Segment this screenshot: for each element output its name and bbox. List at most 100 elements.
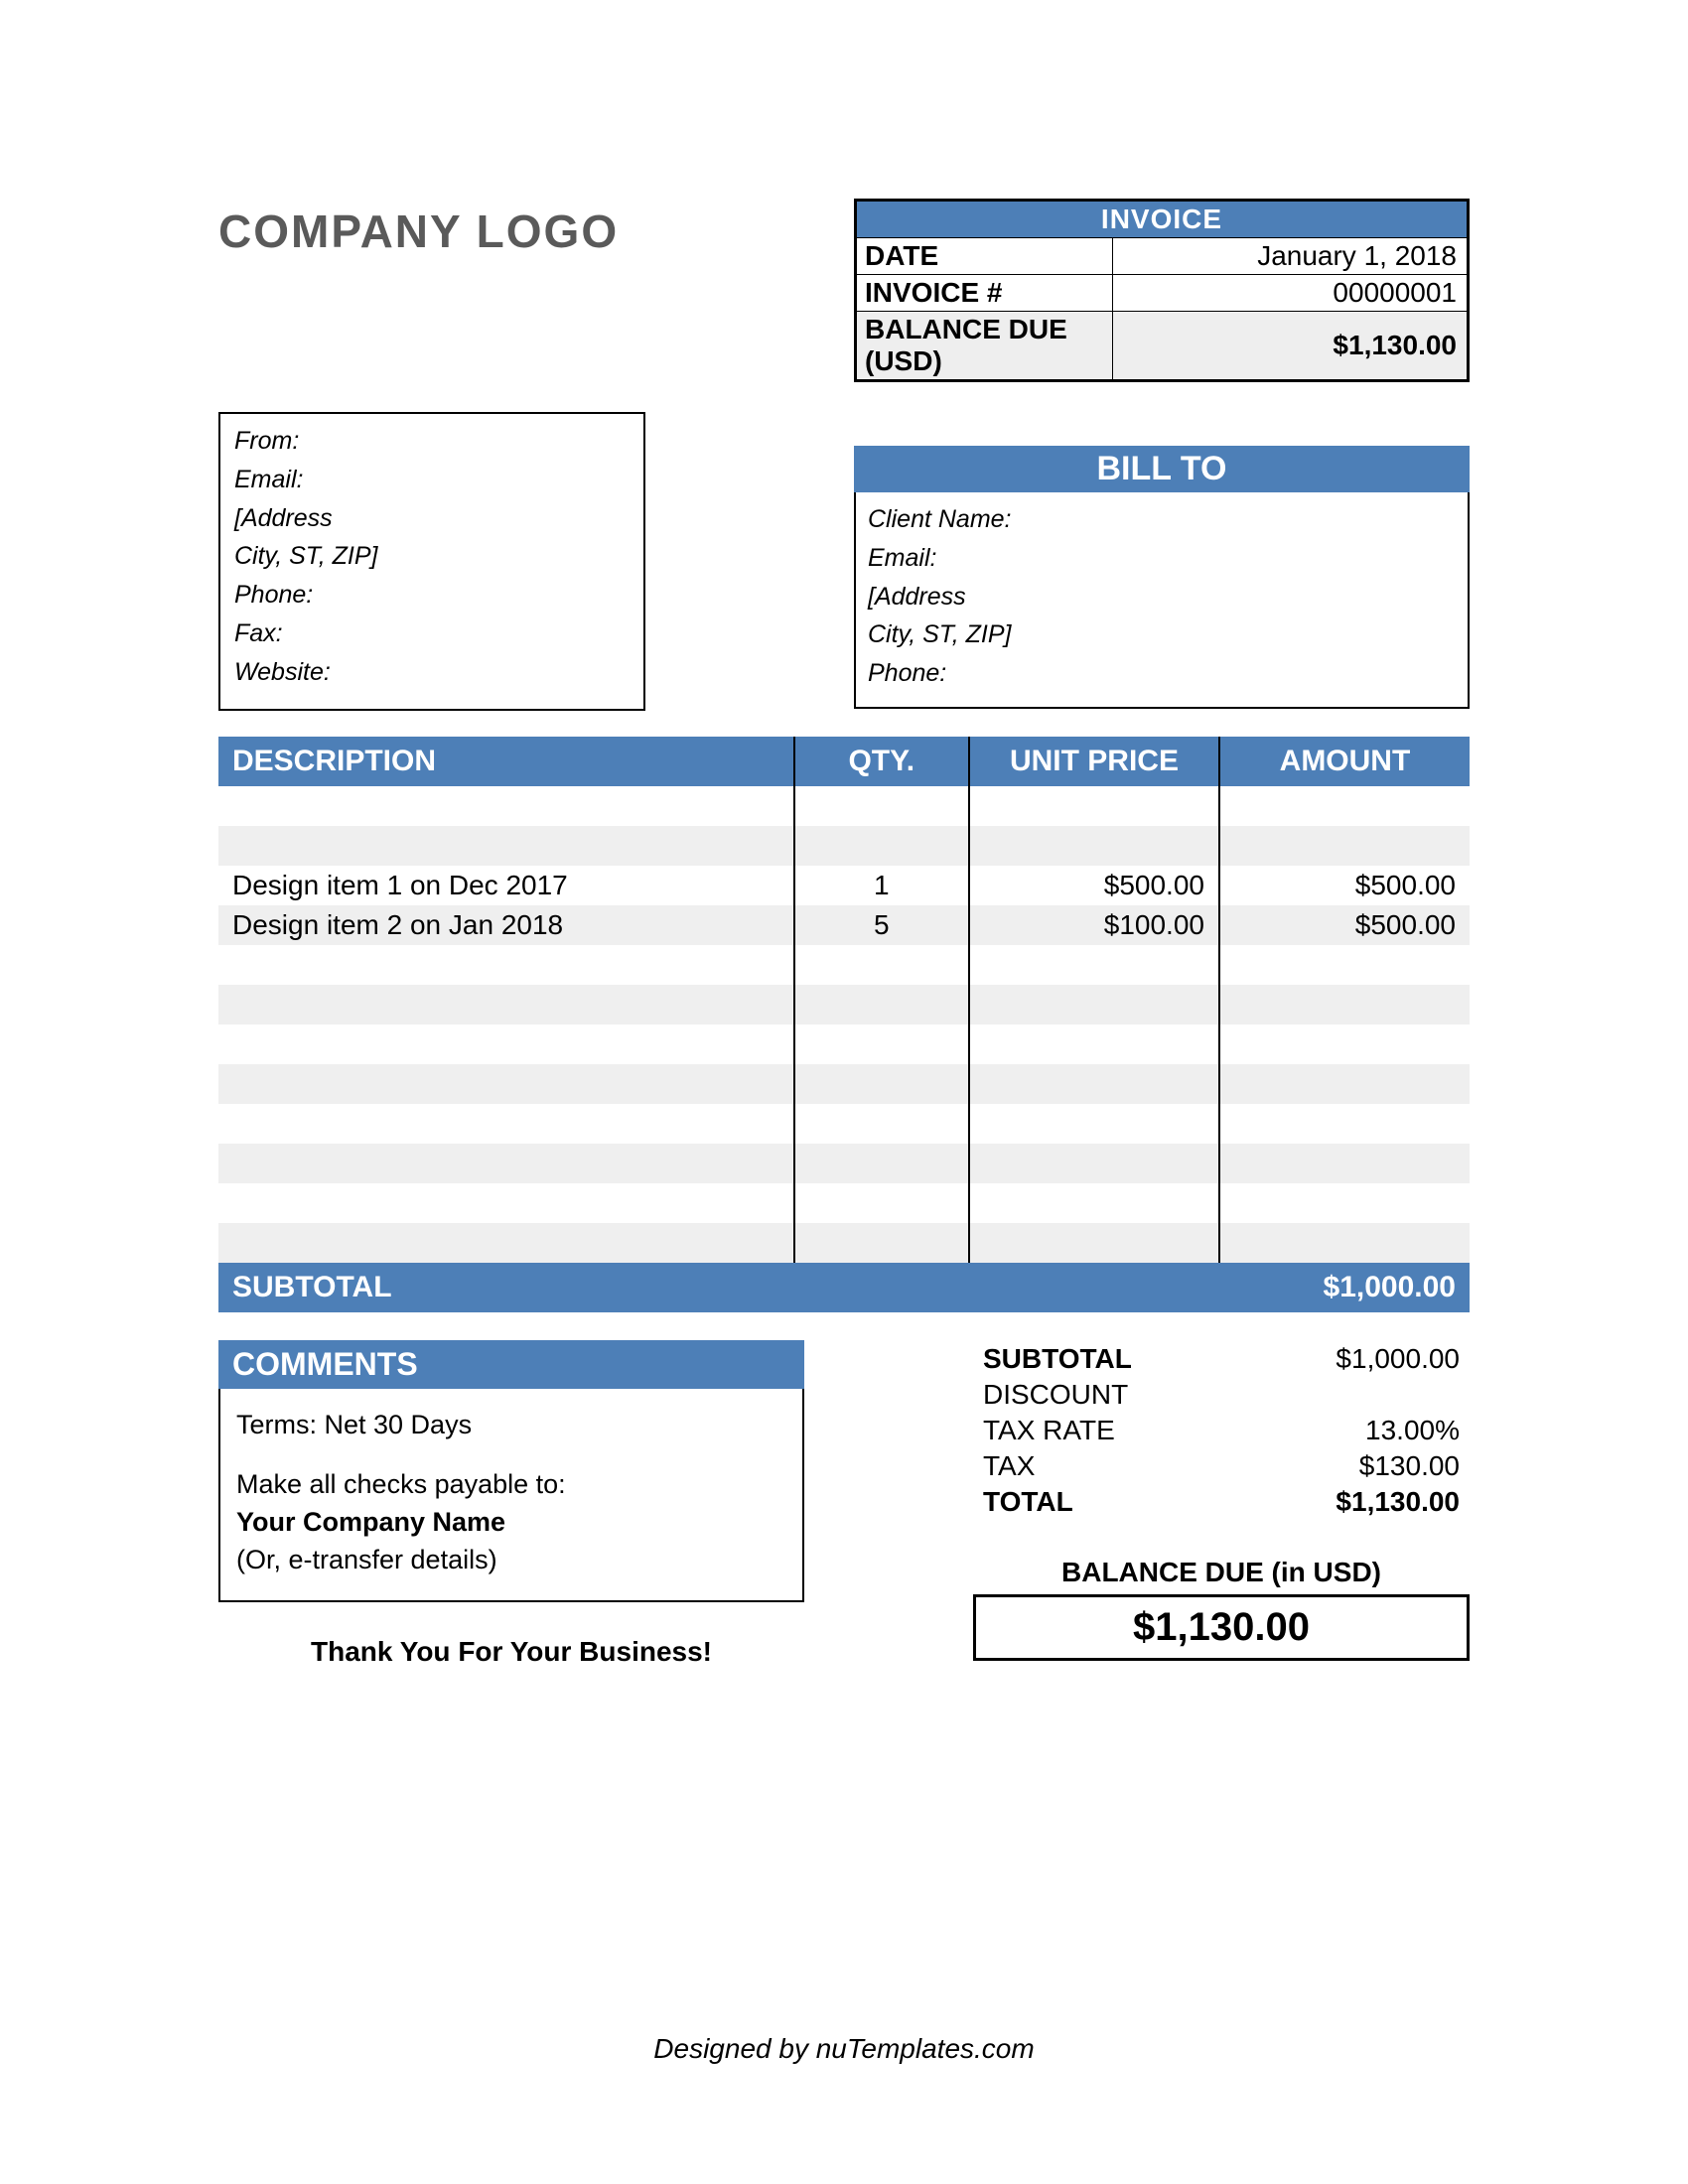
- cell-qty: [794, 826, 969, 866]
- totals-total-label: TOTAL: [975, 1485, 1240, 1519]
- billto-line: Email:: [868, 539, 1456, 578]
- totals-section: SUBTOTAL $1,000.00 DISCOUNT TAX RATE 13.…: [973, 1340, 1470, 1668]
- cell-amount: [1219, 1144, 1470, 1183]
- totals-subtotal-value: $1,000.00: [1242, 1342, 1468, 1376]
- totals-tax-label: TAX: [975, 1449, 1240, 1483]
- table-row: [218, 945, 1470, 985]
- cell-description: [218, 786, 794, 826]
- line-items-table: DESCRIPTION QTY. UNIT PRICE AMOUNT Desig…: [218, 737, 1470, 1312]
- cell-amount: $500.00: [1219, 905, 1470, 945]
- bill-to-title: BILL TO: [854, 446, 1470, 492]
- cell-amount: [1219, 945, 1470, 985]
- cell-qty: [794, 1064, 969, 1104]
- cell-unit-price: [969, 826, 1219, 866]
- items-subtotal-value: $1,000.00: [1219, 1263, 1470, 1312]
- cell-amount: [1219, 1064, 1470, 1104]
- cell-description: [218, 1064, 794, 1104]
- cell-qty: [794, 786, 969, 826]
- cell-description: [218, 945, 794, 985]
- cell-unit-price: [969, 1144, 1219, 1183]
- company-logo-text: COMPANY LOGO: [218, 199, 619, 382]
- cell-qty: [794, 1104, 969, 1144]
- totals-tax-value: $130.00: [1242, 1449, 1468, 1483]
- billto-line: Client Name:: [868, 500, 1456, 539]
- table-row: [218, 826, 1470, 866]
- cell-qty: [794, 1223, 969, 1263]
- cell-qty: [794, 945, 969, 985]
- col-qty: QTY.: [794, 737, 969, 786]
- cell-amount: [1219, 1024, 1470, 1064]
- billto-line: [Address: [868, 578, 1456, 616]
- cell-amount: [1219, 985, 1470, 1024]
- comments-title: COMMENTS: [218, 1340, 804, 1389]
- cell-qty: [794, 1183, 969, 1223]
- billto-line: Phone:: [868, 654, 1456, 693]
- from-line: Email:: [234, 461, 630, 499]
- from-box: From: Email: [Address City, ST, ZIP] Pho…: [218, 412, 645, 711]
- comments-payable-alt: (Or, e-transfer details): [236, 1542, 786, 1579]
- table-row: [218, 985, 1470, 1024]
- totals-subtotal-label: SUBTOTAL: [975, 1342, 1240, 1376]
- cell-unit-price: $500.00: [969, 866, 1219, 905]
- cell-amount: [1219, 1104, 1470, 1144]
- items-subtotal-label: SUBTOTAL: [218, 1263, 1219, 1312]
- cell-qty: 1: [794, 866, 969, 905]
- cell-amount: [1219, 1223, 1470, 1263]
- balance-due-label: BALANCE DUE (in USD): [973, 1557, 1470, 1588]
- meta-balance-label: BALANCE DUE (USD): [856, 312, 1113, 381]
- cell-amount: [1219, 1183, 1470, 1223]
- cell-description: Design item 1 on Dec 2017: [218, 866, 794, 905]
- mid-row: From: Email: [Address City, ST, ZIP] Pho…: [218, 412, 1470, 711]
- from-line: Phone:: [234, 576, 630, 614]
- cell-qty: [794, 1144, 969, 1183]
- cell-unit-price: [969, 945, 1219, 985]
- from-line: [Address: [234, 499, 630, 538]
- bill-to-box: BILL TO Client Name: Email: [Address Cit…: [854, 446, 1470, 711]
- cell-amount: $500.00: [1219, 866, 1470, 905]
- cell-description: [218, 1183, 794, 1223]
- totals-taxrate-value: 13.00%: [1242, 1414, 1468, 1447]
- comments-section: COMMENTS Terms: Net 30 Days Make all che…: [218, 1340, 804, 1668]
- table-row: Design item 2 on Jan 20185$100.00$500.00: [218, 905, 1470, 945]
- cell-amount: [1219, 786, 1470, 826]
- table-row: [218, 1104, 1470, 1144]
- meta-balance-value: $1,130.00: [1113, 312, 1469, 381]
- from-line: City, ST, ZIP]: [234, 537, 630, 576]
- from-line: From:: [234, 422, 630, 461]
- table-row: [218, 1144, 1470, 1183]
- from-line: Website:: [234, 653, 630, 692]
- cell-description: [218, 1144, 794, 1183]
- table-row: [218, 1183, 1470, 1223]
- cell-description: [218, 1104, 794, 1144]
- comments-terms: Terms: Net 30 Days: [236, 1407, 786, 1444]
- comments-payable-name: Your Company Name: [236, 1504, 786, 1542]
- cell-qty: [794, 1024, 969, 1064]
- invoice-meta-box: INVOICE DATE January 1, 2018 INVOICE # 0…: [854, 199, 1470, 382]
- table-row: [218, 786, 1470, 826]
- cell-unit-price: [969, 1064, 1219, 1104]
- cell-description: [218, 985, 794, 1024]
- invoice-page: COMPANY LOGO INVOICE DATE January 1, 201…: [0, 0, 1688, 2184]
- totals-total-value: $1,130.00: [1242, 1485, 1468, 1519]
- cell-unit-price: [969, 1223, 1219, 1263]
- from-line: Fax:: [234, 614, 630, 653]
- comments-payable-intro: Make all checks payable to:: [236, 1466, 786, 1504]
- bottom-row: COMMENTS Terms: Net 30 Days Make all che…: [218, 1340, 1470, 1668]
- balance-due-value: $1,130.00: [973, 1594, 1470, 1661]
- totals-discount-value: [1242, 1378, 1468, 1412]
- col-amount: AMOUNT: [1219, 737, 1470, 786]
- cell-amount: [1219, 826, 1470, 866]
- cell-qty: 5: [794, 905, 969, 945]
- invoice-title: INVOICE: [856, 201, 1469, 238]
- meta-date-value: January 1, 2018: [1113, 238, 1469, 275]
- billto-line: City, ST, ZIP]: [868, 615, 1456, 654]
- cell-unit-price: [969, 786, 1219, 826]
- cell-unit-price: [969, 985, 1219, 1024]
- cell-unit-price: [969, 1104, 1219, 1144]
- table-row: Design item 1 on Dec 20171$500.00$500.00: [218, 866, 1470, 905]
- cell-description: [218, 1024, 794, 1064]
- cell-description: Design item 2 on Jan 2018: [218, 905, 794, 945]
- totals-taxrate-label: TAX RATE: [975, 1414, 1240, 1447]
- cell-unit-price: [969, 1183, 1219, 1223]
- meta-date-label: DATE: [856, 238, 1113, 275]
